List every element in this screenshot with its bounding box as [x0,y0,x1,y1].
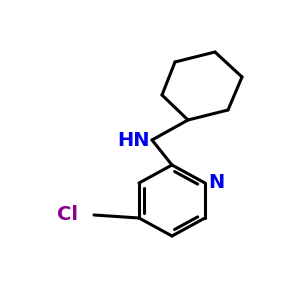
Text: Cl: Cl [57,206,78,224]
Text: N: N [208,173,224,193]
Text: HN: HN [118,130,150,149]
